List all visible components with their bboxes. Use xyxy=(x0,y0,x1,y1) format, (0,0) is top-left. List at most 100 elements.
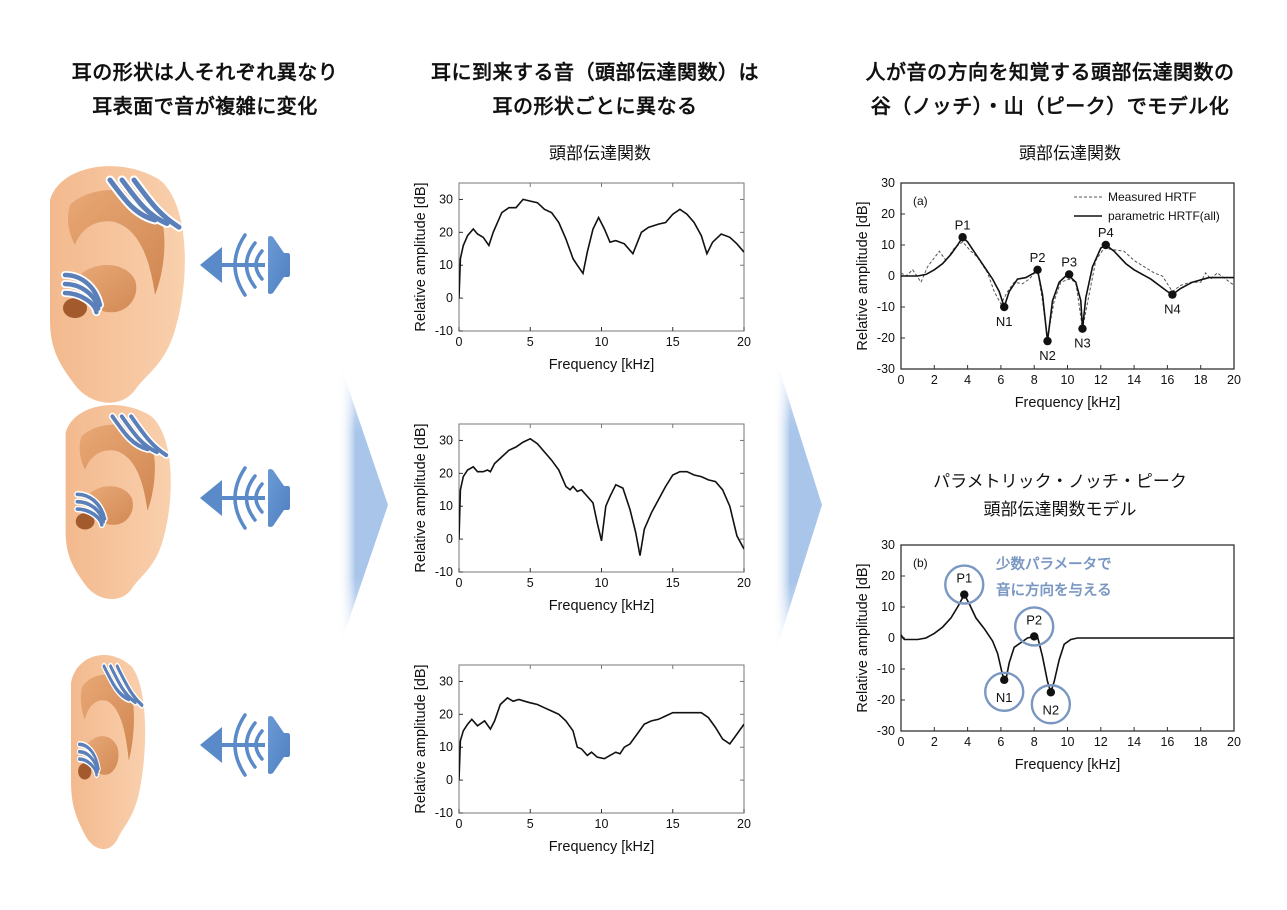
y-axis-label: Relative amplitude [dB] xyxy=(855,201,871,350)
series-line-solid xyxy=(901,236,1234,342)
y-axis-label: Relative amplitude [dB] xyxy=(855,563,871,712)
annotation-label: N1 xyxy=(996,314,1013,329)
y-axis-label: Relative amplitude [dB] xyxy=(413,182,429,331)
x-tick-label: 16 xyxy=(1160,735,1174,749)
data-point-marker xyxy=(1043,336,1052,346)
y-tick-label: 30 xyxy=(881,176,895,190)
y-tick-label: 0 xyxy=(446,773,453,787)
sound-wave-icon xyxy=(105,175,184,232)
x-tick-label: 4 xyxy=(964,735,971,749)
series-line xyxy=(901,592,1234,696)
y-tick-label: 30 xyxy=(439,192,453,206)
sound-wave-icon xyxy=(101,662,145,709)
y-tick-label: 20 xyxy=(439,225,453,239)
data-point-marker xyxy=(1078,324,1087,333)
x-tick-label: 4 xyxy=(964,373,971,387)
y-tick-label: -30 xyxy=(877,724,895,738)
x-tick-label: 18 xyxy=(1194,373,1208,387)
annotation-label: N2 xyxy=(1039,348,1056,363)
x-tick-label: 2 xyxy=(931,735,938,749)
x-tick-label: 8 xyxy=(1031,373,1038,387)
highlight-circle xyxy=(1013,606,1055,647)
model-subtitle: パラメトリック・ノッチ・ピーク 頭部伝達関数モデル xyxy=(860,468,1260,524)
middle-heading-line1: 耳に到来する音（頭部伝達関数）は xyxy=(431,60,759,84)
ear-large xyxy=(50,166,185,403)
x-tick-label: 15 xyxy=(666,335,680,349)
x-tick-label: 6 xyxy=(997,735,1004,749)
panel-label: (a) xyxy=(913,194,928,208)
data-point-marker xyxy=(1064,270,1074,279)
highlight-circle xyxy=(944,564,985,605)
annotation-label: N3 xyxy=(1074,336,1091,351)
data-point-marker xyxy=(960,590,969,599)
x-tick-label: 0 xyxy=(898,373,905,387)
speaker-icon xyxy=(200,713,290,777)
data-point-marker xyxy=(1168,290,1177,299)
flow-arrow-1 xyxy=(338,358,388,652)
y-tick-label: 10 xyxy=(439,740,453,754)
annotation-label: P2 xyxy=(1030,250,1046,265)
x-tick-label: 5 xyxy=(527,335,534,349)
highlight-circle xyxy=(1030,684,1072,725)
annotation-label: P4 xyxy=(1098,225,1114,240)
y-tick-label: -10 xyxy=(877,300,895,314)
ear-medium xyxy=(65,405,171,600)
x-tick-label: 10 xyxy=(595,576,609,590)
sound-wave-icon xyxy=(77,741,101,779)
y-tick-label: 10 xyxy=(881,238,895,252)
model-subtitle-line2: 頭部伝達関数モデル xyxy=(983,500,1137,520)
x-axis-label: Frequency [kHz] xyxy=(1015,757,1121,773)
chart-hrtf-measured-vs-parametric: 0 2 4 6 8 10 12 14 16 18 20 -30 -20 -10 0 10 20 30 Frequen… xyxy=(855,176,1241,411)
y-tick-label: 0 xyxy=(888,269,895,283)
x-axis-label: Frequency [kHz] xyxy=(549,357,655,373)
data-point-marker xyxy=(1101,240,1110,250)
right-subtitle: 頭部伝達関数 xyxy=(1019,144,1121,164)
sound-wave-icon xyxy=(61,271,104,317)
x-tick-label: 0 xyxy=(456,576,463,590)
ear-icon xyxy=(50,166,185,403)
y-tick-label: 20 xyxy=(439,707,453,721)
x-axis-label: Frequency [kHz] xyxy=(1015,395,1121,411)
x-axis-label: Frequency [kHz] xyxy=(549,839,655,855)
sound-wave-icon xyxy=(74,491,108,529)
series-line xyxy=(459,198,744,299)
annotation-label: P1 xyxy=(955,217,971,232)
y-tick-label: -10 xyxy=(877,662,895,676)
x-tick-label: 15 xyxy=(666,817,680,831)
x-tick-label: 10 xyxy=(1061,373,1075,387)
annotation-label: N4 xyxy=(1164,302,1181,317)
y-tick-label: 20 xyxy=(439,466,453,480)
middle-subtitle: 頭部伝達関数 xyxy=(549,144,651,164)
right-heading-line1: 人が音の方向を知覚する頭部伝達関数の xyxy=(865,60,1235,84)
y-tick-label: 0 xyxy=(446,291,453,305)
left-heading: 耳の形状は人それぞれ異なり 耳表面で音が複雑に変化 xyxy=(10,55,400,123)
x-tick-label: 20 xyxy=(737,817,751,831)
annotation-label: P1 xyxy=(956,571,972,586)
left-heading-line1: 耳の形状は人それぞれ異なり xyxy=(71,60,339,84)
x-tick-label: 6 xyxy=(997,373,1004,387)
annotation-label: P3 xyxy=(1061,254,1077,269)
middle-heading-line2: 耳の形状ごとに異なる xyxy=(492,94,698,118)
x-tick-label: 14 xyxy=(1127,735,1141,749)
data-point-marker xyxy=(1046,688,1056,697)
y-tick-label: 10 xyxy=(439,258,453,272)
y-tick-label: 10 xyxy=(881,600,895,614)
x-tick-label: 10 xyxy=(1061,735,1075,749)
x-tick-label: 20 xyxy=(737,335,751,349)
x-tick-label: 12 xyxy=(1094,735,1108,749)
x-tick-label: 20 xyxy=(1227,373,1241,387)
panel-label: (b) xyxy=(913,556,928,570)
ear-icon xyxy=(65,405,171,600)
x-axis-label: Frequency [kHz] xyxy=(549,598,655,614)
y-axis-label: Relative amplitude [dB] xyxy=(413,664,429,813)
right-heading-line2: 谷（ノッチ）・山（ピーク）でモデル化 xyxy=(870,94,1230,118)
y-tick-label: 20 xyxy=(881,569,895,583)
plot-frame xyxy=(458,664,745,814)
y-tick-label: -20 xyxy=(877,331,895,345)
y-tick-label: 0 xyxy=(446,532,453,546)
plot-frame xyxy=(458,182,745,332)
data-point-marker xyxy=(958,233,967,242)
sound-wave-icon xyxy=(108,412,170,459)
